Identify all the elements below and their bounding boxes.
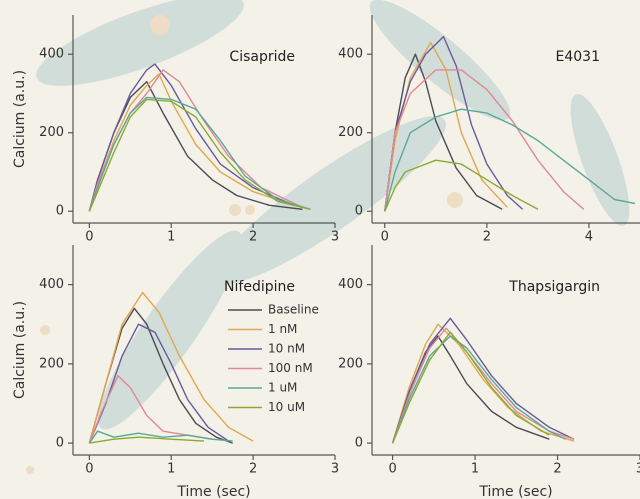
x-tick-label: 0 <box>85 462 93 477</box>
series-line <box>391 317 575 444</box>
series-line <box>391 335 567 444</box>
x-tick-label: 0 <box>381 230 389 245</box>
y-tick-label: 400 <box>39 277 64 292</box>
y-tick-label: 400 <box>338 277 363 292</box>
legend-label: 10 nM <box>268 342 305 356</box>
panel-title: Nifedipine <box>224 279 295 295</box>
legend-label: 1 uM <box>268 381 297 395</box>
x-axis-label: Time (sec) <box>176 484 250 499</box>
legend-label: 100 nM <box>268 361 313 375</box>
y-tick-label: 200 <box>39 125 64 140</box>
legend-label: Baseline <box>268 303 319 317</box>
series-line <box>88 73 295 212</box>
series-line <box>384 53 503 212</box>
y-tick-label: 400 <box>338 47 363 62</box>
x-tick-label: 2 <box>249 230 257 245</box>
series-line <box>88 98 311 212</box>
x-tick-label: 3 <box>331 462 339 477</box>
series-line <box>89 436 205 444</box>
y-tick-label: 0 <box>56 436 64 451</box>
series-line <box>88 63 295 212</box>
legend-label: 10 uM <box>268 400 305 414</box>
series-line <box>384 35 524 212</box>
series-line <box>384 159 539 212</box>
y-tick-label: 0 <box>355 204 363 219</box>
x-tick-label: 2 <box>483 230 491 245</box>
x-tick-label: 0 <box>85 230 93 245</box>
x-tick-label: 0 <box>388 462 396 477</box>
panel-title: Cisapride <box>229 49 295 65</box>
series-line <box>384 41 508 212</box>
series-line <box>88 96 311 212</box>
series-line <box>88 69 303 212</box>
x-axis-label: Time (sec) <box>478 484 552 499</box>
x-tick-label: 1 <box>471 462 479 477</box>
panel-title: Thapsigargin <box>508 279 600 295</box>
x-tick-label: 3 <box>636 462 640 477</box>
x-tick-label: 1 <box>167 462 175 477</box>
y-tick-label: 400 <box>39 47 64 62</box>
series-line <box>384 69 585 212</box>
x-tick-label: 2 <box>553 462 561 477</box>
y-tick-label: 200 <box>39 356 64 371</box>
y-tick-label: 0 <box>56 204 64 219</box>
x-tick-label: 3 <box>331 230 339 245</box>
x-tick-label: 4 <box>585 230 593 245</box>
panel-title: E4031 <box>556 49 600 65</box>
y-tick-label: 200 <box>338 356 363 371</box>
series-line <box>391 331 550 444</box>
series-line <box>88 323 229 444</box>
series-line <box>88 291 254 444</box>
legend-label: 1 nM <box>268 322 297 336</box>
y-axis-label: Calcium (a.u.) <box>12 301 28 399</box>
y-axis-label: Calcium (a.u.) <box>12 70 28 168</box>
series-line <box>384 108 636 212</box>
x-tick-label: 2 <box>249 462 257 477</box>
x-tick-label: 1 <box>167 230 175 245</box>
series-line <box>88 375 213 444</box>
y-tick-label: 0 <box>355 436 363 451</box>
series-line <box>88 430 233 444</box>
y-tick-label: 200 <box>338 125 363 140</box>
